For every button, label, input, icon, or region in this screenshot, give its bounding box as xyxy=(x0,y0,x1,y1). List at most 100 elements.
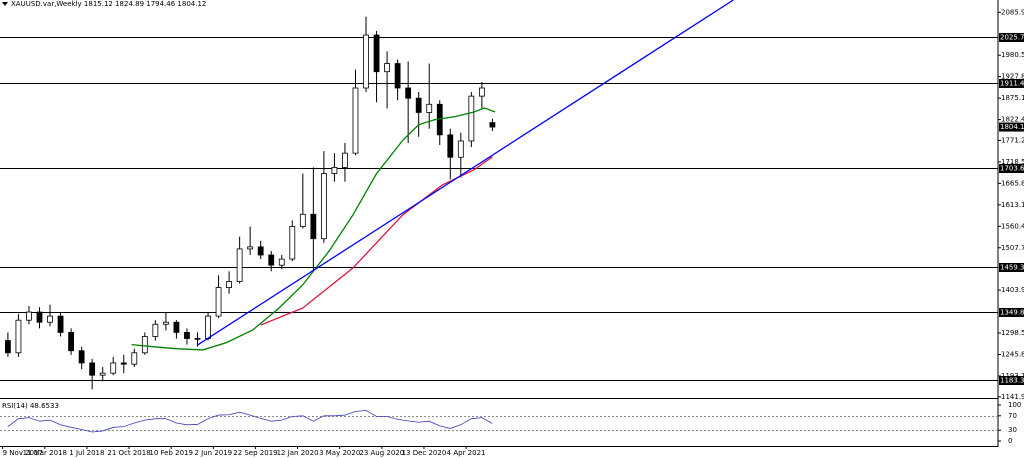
x-tick-label: 13 Dec 2020 xyxy=(402,449,447,457)
moving-average xyxy=(260,156,493,326)
y-tick-label: 30 xyxy=(1008,426,1017,434)
level-label: 1703.66 xyxy=(1000,165,1024,173)
candle-body xyxy=(205,315,211,339)
candle-body xyxy=(257,246,264,256)
x-tick-label: 10 Feb 2019 xyxy=(149,449,193,457)
x-tick-label: 23 Aug 2020 xyxy=(359,449,404,457)
candle-body xyxy=(141,336,148,354)
x-tick-label: 22 Sep 2019 xyxy=(233,449,277,457)
candle-body xyxy=(78,350,85,364)
candle-body xyxy=(352,87,359,154)
level-label-bg xyxy=(999,79,1024,88)
y-tick-label: 1980.50 xyxy=(1001,51,1024,59)
level-label: 1459.35 xyxy=(1000,264,1024,272)
current-price-label: 1804.12 xyxy=(1000,123,1024,131)
level-label: 1349.88 xyxy=(1000,309,1024,317)
candle-body xyxy=(373,34,380,73)
level-label-bg xyxy=(999,33,1024,42)
y-tick-label: 0 xyxy=(1008,437,1012,445)
moving-average xyxy=(131,107,496,351)
y-tick-label: 1875.10 xyxy=(1001,94,1024,102)
candle-body xyxy=(489,122,496,128)
y-tick-label: 70 xyxy=(1008,412,1017,420)
candle-body xyxy=(215,287,222,317)
candle-body xyxy=(184,332,190,339)
candle-body xyxy=(320,173,327,240)
x-tick-label: 4 Apr 2021 xyxy=(447,449,486,457)
rsi-title: RSI(14) 48.6533 xyxy=(2,402,59,410)
candle-body xyxy=(4,340,11,354)
y-tick-label: 2085.90 xyxy=(1001,8,1024,16)
y-tick-label: 1927.80 xyxy=(1001,73,1024,81)
y-tick-label: 1298.55 xyxy=(1001,329,1024,337)
y-tick-label: 1507.75 xyxy=(1001,244,1024,252)
candle-body xyxy=(310,213,317,240)
candle-body xyxy=(36,311,43,323)
candle-body xyxy=(131,352,138,365)
candle-body xyxy=(384,63,390,73)
y-tick-label: 1141.95 xyxy=(1001,393,1024,401)
candle-body xyxy=(299,213,306,227)
candle-body xyxy=(268,254,275,266)
candle-body xyxy=(468,95,475,142)
candle-body xyxy=(173,321,180,333)
y-tick-label: 1665.85 xyxy=(1001,179,1024,187)
candle-body xyxy=(110,362,117,374)
candle-body xyxy=(405,87,412,99)
candle-body xyxy=(342,152,348,168)
rsi-line xyxy=(7,409,493,433)
level-label: 1183.31 xyxy=(1000,377,1024,385)
candle-body xyxy=(363,34,369,89)
x-tick-label: 21 Oct 2018 xyxy=(107,449,150,457)
candle-body xyxy=(47,315,53,323)
x-tick-label: 11 Mar 2018 xyxy=(23,449,67,457)
y-tick-label: 1193.10 xyxy=(1001,372,1024,380)
candle-body xyxy=(99,372,106,376)
y-tick-label: 1403.90 xyxy=(1001,286,1024,294)
menu-icon[interactable] xyxy=(2,2,8,6)
candle-body xyxy=(278,258,285,266)
candle-body xyxy=(426,103,433,113)
y-tick-label: 1560.45 xyxy=(1001,222,1024,230)
candle-body xyxy=(457,140,464,158)
level-label-bg xyxy=(999,164,1024,173)
candle-body xyxy=(478,87,485,97)
x-tick-label: 1 Jul 2018 xyxy=(69,449,104,457)
level-label-bg xyxy=(999,263,1024,272)
candle-body xyxy=(247,246,254,250)
rsi-plot xyxy=(0,409,998,433)
candle-body xyxy=(120,362,127,365)
candle-body xyxy=(194,338,201,340)
current-price-bg xyxy=(999,122,1024,132)
level-label: 1911.49 xyxy=(1000,80,1024,88)
main-plot xyxy=(0,16,998,390)
chart-title: XAUUSD.var,Weekly 1815.12 1824.89 1794.4… xyxy=(11,0,206,8)
candle-body xyxy=(289,226,296,260)
candle-body xyxy=(226,281,232,289)
candle-body xyxy=(26,311,32,321)
x-tick-label: 12 Jan 2020 xyxy=(277,449,319,457)
candle-body xyxy=(236,248,243,282)
level-label: 2025.71 xyxy=(1000,34,1024,42)
y-tick-label: 1245.80 xyxy=(1001,350,1024,358)
trend-line xyxy=(197,0,734,346)
candle-body xyxy=(68,332,74,352)
candle-body xyxy=(15,319,22,354)
level-label-bg xyxy=(999,308,1024,317)
y-tick-label: 1771.25 xyxy=(1001,136,1024,144)
candle-body xyxy=(89,362,96,376)
y-tick-label: 1718.55 xyxy=(1001,158,1024,166)
x-tick-label: 9 Nov 2017 xyxy=(3,449,43,457)
candle-body xyxy=(415,97,422,113)
x-tick-label: 2 Jun 2019 xyxy=(194,449,232,457)
y-tick-label: 1613.15 xyxy=(1001,201,1024,209)
candle-body xyxy=(152,323,159,337)
y-tick-label: 1822.40 xyxy=(1001,116,1024,124)
candle-body xyxy=(447,134,454,158)
candle-body xyxy=(57,315,64,333)
x-tick-label: 3 May 2020 xyxy=(319,449,360,457)
candle-body xyxy=(394,63,401,89)
y-tick-label: 100 xyxy=(1008,401,1021,409)
